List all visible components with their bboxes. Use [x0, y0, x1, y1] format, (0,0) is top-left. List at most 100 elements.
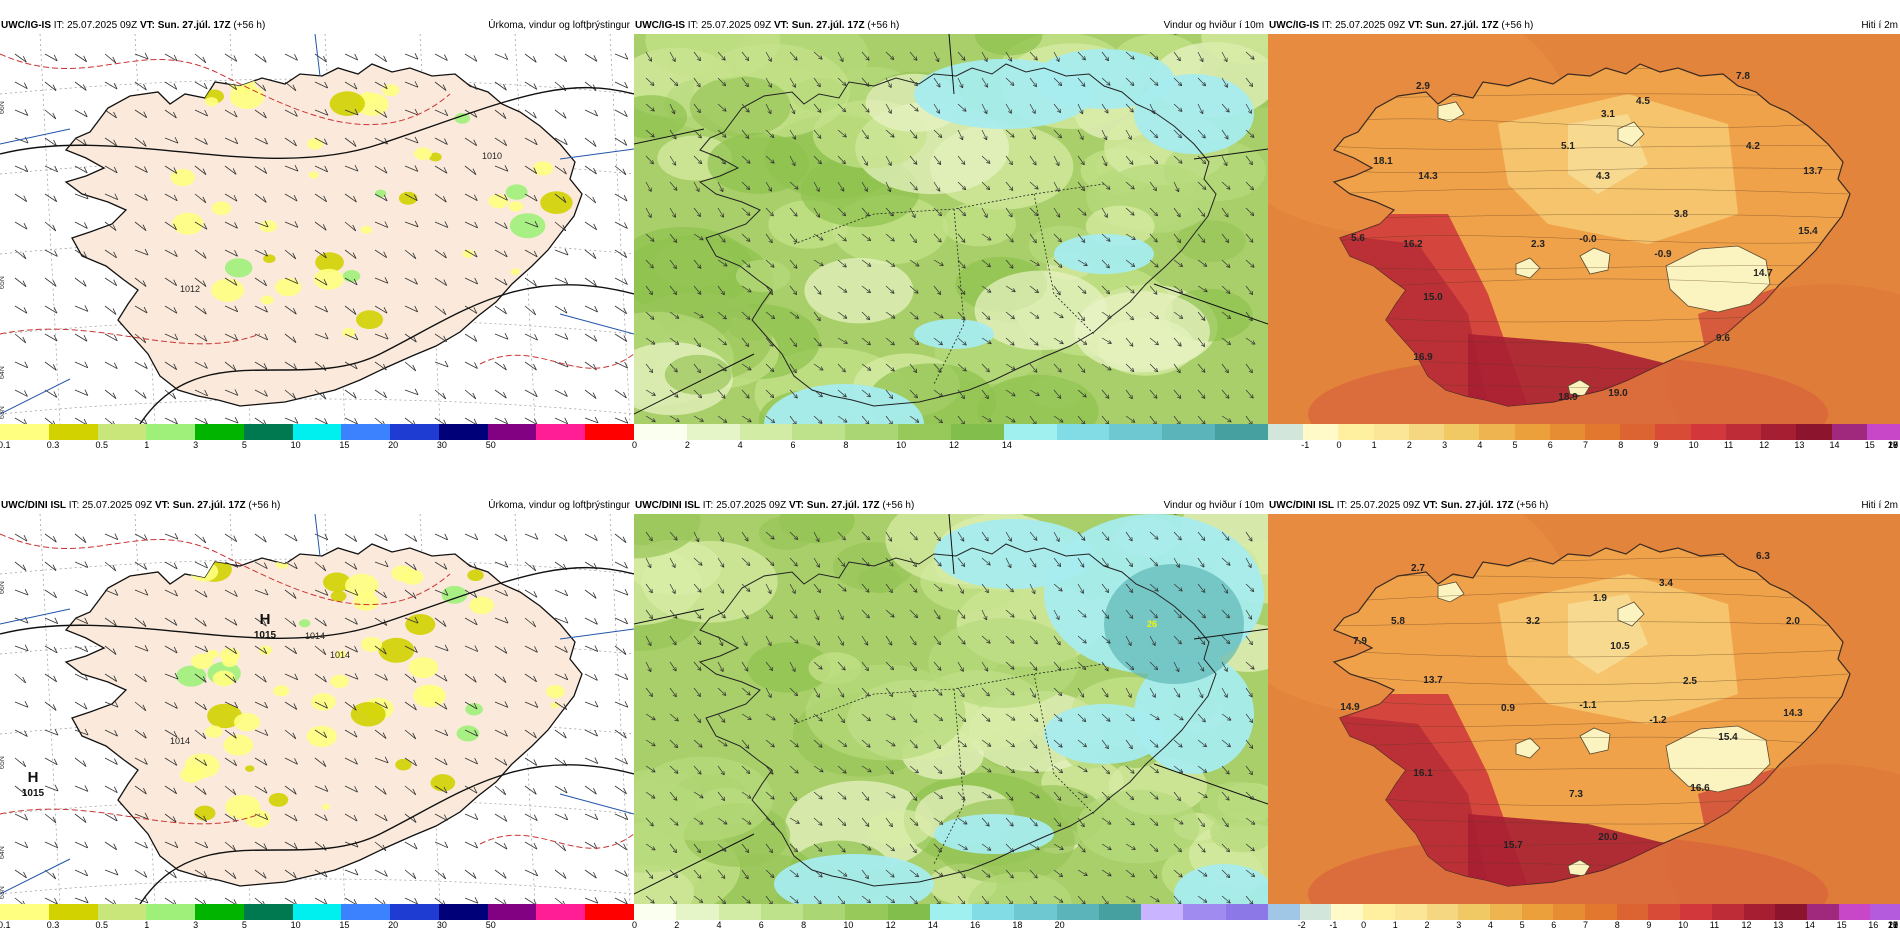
- colorbar-tick: 14: [1804, 920, 1815, 930]
- temperature-label: 3.8: [1674, 209, 1688, 220]
- colorbar-tick: 6: [1551, 920, 1557, 930]
- colorbar-swatch: [1373, 424, 1409, 440]
- panel-p1: UWC/IG-IS IT: 25.07.2025 09Z VT: Sun. 27…: [0, 18, 634, 454]
- colorbar-tick: 10: [1678, 920, 1689, 930]
- colorbar-tick: 2: [674, 920, 680, 930]
- colorbar-tick: 18: [1888, 440, 1899, 450]
- colorbar-swatch: [1109, 424, 1163, 440]
- colorbar-tick: 4: [737, 440, 743, 450]
- colorbar-swatch: [243, 904, 293, 920]
- colorbar-swatch: [1775, 904, 1807, 920]
- colorbar-tick: 2: [1424, 920, 1430, 930]
- colorbar: [0, 904, 634, 920]
- colorbar-swatch: [0, 904, 49, 920]
- colorbar-tick: 13: [1794, 440, 1805, 450]
- isobar-label: 1014: [170, 736, 190, 746]
- map-wind: [634, 34, 1268, 424]
- colorbar-tick: 30: [436, 440, 447, 450]
- temperature-label: 16.2: [1403, 239, 1423, 250]
- colorbar-swatch: [585, 904, 634, 920]
- isobar-label: 1012: [180, 284, 200, 294]
- temperature-label: 2.7: [1411, 563, 1425, 574]
- temperature-label: 1.9: [1593, 593, 1607, 604]
- high-pressure-value: 1015: [254, 630, 277, 641]
- lat-label: 63N: [0, 406, 6, 419]
- colorbar-swatch: [195, 424, 244, 440]
- colorbar-tick: 17: [1888, 440, 1899, 450]
- panel-title: Úrkoma, vindur og loftþrýstingur: [488, 500, 630, 511]
- colorbar-swatch: [48, 904, 98, 920]
- colorbar-swatch: [887, 904, 930, 920]
- panel-p5: UWC/DINI ISL IT: 25.07.2025 09Z VT: Sun.…: [632, 498, 1268, 934]
- init-label: IT:: [1321, 20, 1333, 31]
- colorbar-swatch: [146, 424, 196, 440]
- iceland-landmass: [64, 63, 583, 407]
- panel-header: UWC/DINI ISL IT: 25.07.2025 09Z VT: Sun.…: [1268, 498, 1900, 514]
- colorbar-tick: 10: [896, 440, 907, 450]
- colorbar-tick: 4: [716, 920, 722, 930]
- colorbar-swatch: [676, 904, 719, 920]
- colorbar-swatch: [146, 904, 196, 920]
- panel-title: Vindur og hviður í 10m: [1163, 500, 1264, 511]
- colorbar-swatch: [1408, 424, 1445, 440]
- colorbar-tick: 10: [290, 440, 301, 450]
- panel-p2: UWC/IG-IS IT: 25.07.2025 09Z VT: Sun. 27…: [632, 18, 1268, 454]
- colorbar-swatch: [1014, 904, 1057, 920]
- map-precip: 66N 65N 64N 63N 1012 1010: [0, 34, 634, 424]
- colorbar-swatch: [1553, 904, 1586, 920]
- colorbar-swatch: [1183, 904, 1226, 920]
- colorbar-tick: 6: [790, 440, 796, 450]
- colorbar-swatch: [487, 424, 537, 440]
- colorbar-swatch: [898, 424, 951, 440]
- init-time: 25.07.2025 09Z: [1335, 20, 1406, 31]
- temperature-label: 2.0: [1786, 616, 1800, 627]
- lead-time: (+56 h): [1516, 500, 1549, 511]
- temperature-label: 16.1: [1413, 768, 1433, 779]
- colorbar-tick: 0: [632, 920, 638, 930]
- temperature-label: 5.6: [1351, 233, 1365, 244]
- colorbar-swatch: [1743, 904, 1776, 920]
- colorbar-tick: 0.1: [0, 440, 11, 450]
- colorbar-tick: 20: [1054, 920, 1065, 930]
- colorbar-swatch: [1225, 904, 1268, 920]
- colorbar-tick: 16: [1888, 440, 1899, 450]
- colorbar-tick: 15: [1864, 440, 1875, 450]
- colorbar-tick: -1: [1301, 440, 1310, 450]
- colorbar-tick: 0.5: [95, 440, 109, 450]
- colorbar-tick: 15: [339, 440, 350, 450]
- colorbar-swatch: [341, 904, 391, 920]
- colorbar-tick: 5: [241, 440, 247, 450]
- colorbar-swatch: [1725, 424, 1762, 440]
- colorbar-swatch: [0, 424, 49, 440]
- colorbar-swatch: [1303, 424, 1339, 440]
- temperature-label: 18.1: [1373, 156, 1393, 167]
- temperature-label: 15.4: [1798, 226, 1818, 237]
- run-info: UWC/IG-IS IT: 25.07.2025 09Z VT: Sun. 27…: [635, 18, 899, 34]
- panel-title: Vindur og hviður í 10m: [1163, 20, 1264, 31]
- colorbar-tick: 21: [1888, 920, 1899, 930]
- colorbar-swatch: [1655, 424, 1691, 440]
- run-info: UWC/DINI ISL IT: 25.07.2025 09Z VT: Sun.…: [1269, 498, 1548, 514]
- colorbar-tick: 4: [1487, 920, 1493, 930]
- colorbar-swatch: [390, 424, 439, 440]
- temperature-label: 2.5: [1683, 676, 1697, 687]
- colorbar-tick: -2: [1297, 920, 1306, 930]
- panel-header: UWC/DINI ISL IT: 25.07.2025 09Z VT: Sun.…: [634, 498, 1268, 514]
- colorbar-tick: 1: [144, 920, 150, 930]
- temperature-label: 3.2: [1526, 616, 1540, 627]
- colorbar-swatch: [739, 424, 793, 440]
- colorbar-swatch: [1162, 424, 1216, 440]
- lat-label: 65N: [0, 756, 6, 769]
- colorbar-swatch: [1620, 424, 1656, 440]
- colorbar-tick: 10: [1688, 440, 1699, 450]
- colorbar-tick: 9: [1646, 920, 1652, 930]
- temperature-label: 9.6: [1716, 333, 1730, 344]
- colorbar-tick: 11: [1723, 440, 1734, 450]
- colorbar-tick: 6: [1547, 440, 1553, 450]
- init-time: 25.07.2025 09Z: [716, 500, 787, 511]
- colorbar-ticks: -2 -1 0 1 2 3 4 5 6 7 8 9 10 11 12 13 14 15 16 17 18 19 20 21: [1268, 920, 1900, 932]
- colorbar: [634, 424, 1268, 440]
- colorbar-tick: 8: [1618, 440, 1624, 450]
- colorbar-swatch: [1394, 904, 1427, 920]
- colorbar-tick: 5: [1519, 920, 1525, 930]
